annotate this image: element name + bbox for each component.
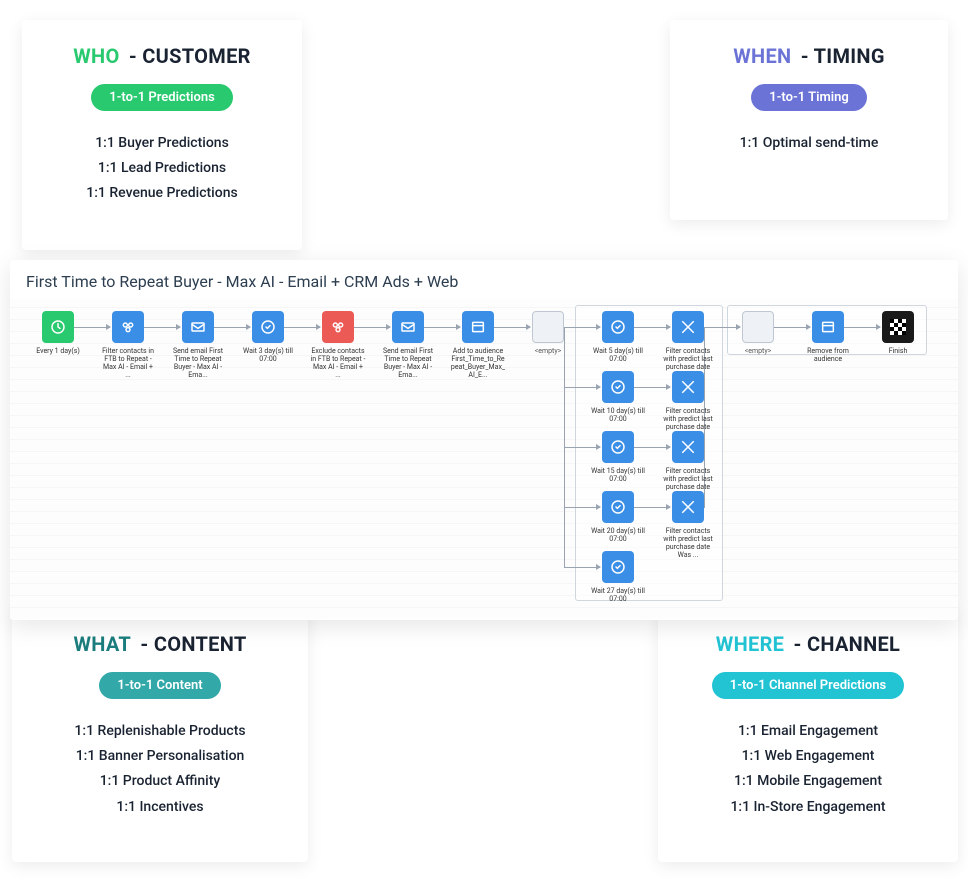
flow-node-label: Send email First Time to Repeat Buyer - … [170,347,226,379]
flow-node-icon [462,311,494,343]
card-when-title: WHEN - TIMING [690,44,928,68]
card-who-accent: WHO [73,44,119,68]
flow-node-label: Filter contacts in FTB to Repeat - Max A… [100,347,156,379]
flow-node-icon [672,371,704,403]
flow-node-icon [812,311,844,343]
card-who-item: 1:1 Lead Predictions [42,156,282,181]
flow-node[interactable]: Wait 10 day(s) till 07:00 [590,371,646,423]
flow-node[interactable]: <empty> [730,311,786,355]
flow-node-label: Exclude contacts in FTB to Repeat - Max … [310,347,366,379]
card-what-accent: WHAT [73,632,131,656]
flow-node[interactable]: Filter contacts in FTB to Repeat - Max A… [100,311,156,379]
card-when: WHEN - TIMING 1-to-1 Timing 1:1 Optimal … [670,20,948,220]
flow-node[interactable]: Filter contacts with predict last purcha… [660,311,716,379]
flow-node-icon [672,431,704,463]
flow-node-icon [602,551,634,583]
flow-node-icon [252,311,284,343]
flow-node[interactable]: Wait 15 day(s) till 07:00 [590,431,646,483]
flow-node-label: Wait 20 day(s) till 07:00 [590,527,646,543]
flow-node-label: Wait 27 day(s) till 07:00 [590,587,646,603]
card-what-pill: 1-to-1 Content [99,672,220,699]
flow-node[interactable]: Wait 5 day(s) till 07:00 [590,311,646,363]
flow-node-icon [602,491,634,523]
card-what: WHAT - CONTENT 1-to-1 Content 1:1 Replen… [12,608,308,862]
card-where-accent: WHERE [716,632,784,656]
flow-node-icon [602,431,634,463]
card-who-item: 1:1 Buyer Predictions [42,131,282,156]
flow-node-label: <empty> [730,347,786,355]
card-what-rest: - CONTENT [140,632,246,656]
card-where-item: 1:1 Email Engagement [678,719,938,744]
card-what-item: 1:1 Product Affinity [32,769,288,794]
card-when-rest: - TIMING [801,44,885,68]
flow-node[interactable]: Send email First Time to Repeat Buyer - … [170,311,226,379]
flow-panel: First Time to Repeat Buyer - Max AI - Em… [10,260,958,620]
flow-node[interactable]: Every 1 day(s) [30,311,86,355]
flow-node-icon [672,491,704,523]
flow-node-icon [742,311,774,343]
card-who-title: WHO - CUSTOMER [42,44,282,68]
card-where-pill: 1-to-1 Channel Predictions [712,672,904,699]
card-where-rest: - CHANNEL [794,632,901,656]
card-what-item: 1:1 Incentives [32,795,288,820]
card-where-list: 1:1 Email Engagement1:1 Web Engagement1:… [678,719,938,820]
flow-node[interactable]: Exclude contacts in FTB to Repeat - Max … [310,311,366,379]
card-where: WHERE - CHANNEL 1-to-1 Channel Predictio… [658,608,958,862]
flow-node[interactable]: Filter contacts with predict last purcha… [660,491,716,559]
card-who: WHO - CUSTOMER 1-to-1 Predictions 1:1 Bu… [22,20,302,250]
card-what-title: WHAT - CONTENT [32,632,288,656]
flow-node[interactable]: Send email First Time to Repeat Buyer - … [380,311,436,379]
card-when-item: 1:1 Optimal send-time [690,131,928,156]
flow-node[interactable]: Add to audience First_Time_to_Repeat_Buy… [450,311,506,379]
flow-node[interactable]: Wait 27 day(s) till 07:00 [590,551,646,603]
flow-node-label: Wait 3 day(s) till 07:00 [240,347,296,363]
flow-body: Every 1 day(s) Filter contacts in FTB to … [10,299,958,619]
flow-node-icon [532,311,564,343]
card-what-item: 1:1 Replenishable Products [32,719,288,744]
flow-node-icon [112,311,144,343]
flow-node-label: Wait 5 day(s) till 07:00 [590,347,646,363]
flow-node-label: Send email First Time to Repeat Buyer - … [380,347,436,379]
card-when-pill: 1-to-1 Timing [751,84,867,111]
card-what-item: 1:1 Banner Personalisation [32,744,288,769]
flow-node-icon [322,311,354,343]
card-when-accent: WHEN [733,44,791,68]
flow-node-icon [392,311,424,343]
flow-node-label: Every 1 day(s) [30,347,86,355]
flow-node-label: Remove from audience [800,347,856,363]
flow-node-icon [602,371,634,403]
flow-node[interactable]: <empty> [520,311,576,355]
card-where-item: 1:1 In-Store Engagement [678,795,938,820]
flow-node-label: Finish [870,347,926,355]
flow-node-icon [672,311,704,343]
flow-node-icon [42,311,74,343]
flow-node-icon [882,311,914,343]
card-who-item: 1:1 Revenue Predictions [42,181,282,206]
flow-node[interactable]: Finish [870,311,926,355]
card-where-title: WHERE - CHANNEL [678,632,938,656]
card-who-list: 1:1 Buyer Predictions1:1 Lead Prediction… [42,131,282,207]
card-who-pill: 1-to-1 Predictions [91,84,233,111]
flow-node[interactable]: Filter contacts with predict last purcha… [660,431,716,499]
flow-node-icon [602,311,634,343]
flow-node-icon [182,311,214,343]
card-when-list: 1:1 Optimal send-time [690,131,928,156]
flow-node-label: Wait 10 day(s) till 07:00 [590,407,646,423]
flow-node[interactable]: Wait 3 day(s) till 07:00 [240,311,296,363]
flow-node-label: Wait 15 day(s) till 07:00 [590,467,646,483]
card-where-item: 1:1 Web Engagement [678,744,938,769]
flow-node-label: Filter contacts with predict last purcha… [660,527,716,559]
flow-node[interactable]: Wait 20 day(s) till 07:00 [590,491,646,543]
flow-title: First Time to Repeat Buyer - Max AI - Em… [10,260,958,299]
card-where-item: 1:1 Mobile Engagement [678,769,938,794]
flow-node[interactable]: Remove from audience [800,311,856,363]
card-what-list: 1:1 Replenishable Products1:1 Banner Per… [32,719,288,820]
flow-node-label: <empty> [520,347,576,355]
flow-node-label: Add to audience First_Time_to_Repeat_Buy… [450,347,506,379]
card-who-rest: - CUSTOMER [129,44,251,68]
flow-node[interactable]: Filter contacts with predict last purcha… [660,371,716,439]
